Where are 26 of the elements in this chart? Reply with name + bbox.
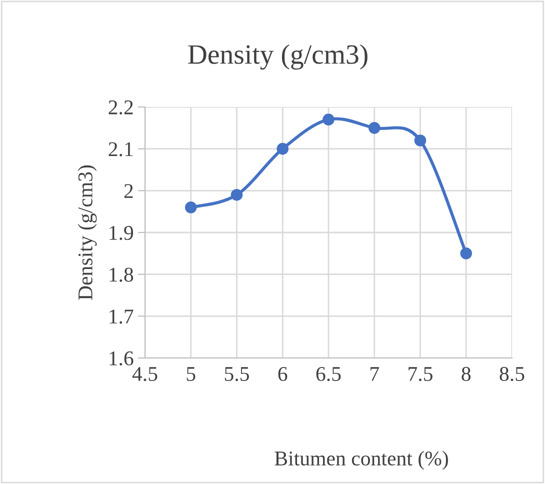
- x-tick-label: 5: [186, 367, 196, 381]
- y-tick-label: 2.2: [108, 100, 133, 115]
- x-axis-title: Bitumen content (%): [274, 450, 448, 470]
- y-tick-label: 2: [124, 184, 133, 198]
- point: [460, 248, 472, 260]
- x-tick-label: 7: [370, 367, 379, 381]
- point: [276, 142, 289, 155]
- y-tick-label: 1.8: [110, 268, 134, 282]
- point: [184, 201, 197, 214]
- y-tick-label: 1.6: [110, 351, 134, 366]
- point: [322, 114, 334, 126]
- x-tick-label: 6.5: [316, 366, 341, 382]
- x-tick-label: 8.5: [500, 366, 524, 382]
- x-tick-label: 5.5: [224, 367, 249, 382]
- point: [368, 122, 380, 134]
- y-tick-label: 1.7: [110, 310, 134, 324]
- point: [414, 134, 426, 146]
- x-tick-label: 7.5: [408, 367, 432, 382]
- y-tick-label: 2.1: [108, 142, 133, 156]
- x-tick-label: 8: [462, 366, 471, 381]
- x-tick-label: 4.5: [132, 367, 158, 382]
- point: [230, 188, 243, 201]
- y-tick-label: 1.9: [110, 226, 134, 240]
- x-tick-label: 6: [278, 366, 288, 381]
- chart-title: Density (g/cm3): [188, 44, 368, 70]
- y-axis-title: Density (g/cm3): [78, 165, 97, 300]
